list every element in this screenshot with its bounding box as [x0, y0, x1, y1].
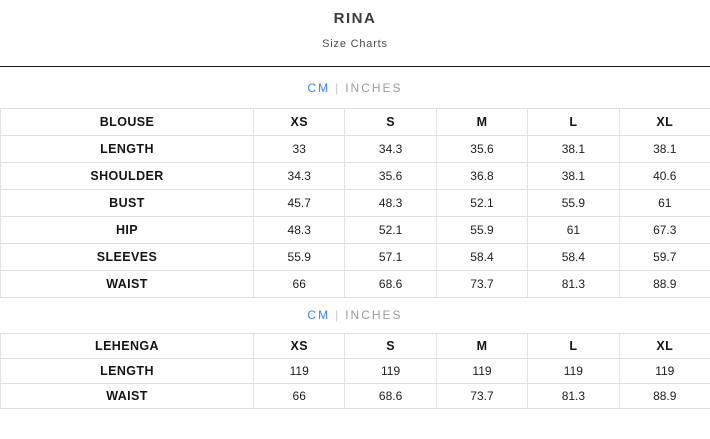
measurement-value: 45.7	[252, 189, 346, 217]
measurement-value: 38.1	[527, 162, 620, 190]
measurement-value: 35.6	[435, 135, 529, 163]
size-column-header: L	[527, 333, 620, 359]
measurement-value: 38.1	[527, 135, 620, 163]
size-column-header: S	[344, 108, 437, 136]
measurement-value: 88.9	[618, 270, 710, 298]
measurement-value: 67.3	[618, 216, 710, 244]
measurement-value: 57.1	[344, 243, 437, 271]
measurement-label: SLEEVES	[0, 243, 254, 271]
cm-toggle-link[interactable]: CM	[307, 308, 331, 322]
table-header-row: LEHENGA XS S M L XL	[0, 333, 710, 359]
page-subtitle: Size Charts	[322, 38, 388, 50]
measurement-value: 58.4	[435, 243, 529, 271]
measurement-value: 119	[618, 358, 710, 384]
measurement-value: 55.9	[252, 243, 346, 271]
blouse-size-table: BLOUSE XS S M L XL LENGTH 33 34.3 35.6 38.1 38.1 SH…	[0, 108, 710, 298]
measurement-value: 55.9	[527, 189, 620, 217]
table-header-row: BLOUSE XS S M L XL	[0, 108, 710, 136]
size-column-header: L	[527, 108, 620, 136]
table-row: SHOULDER 34.3 35.6 36.8 38.1 40.6	[0, 162, 710, 190]
measurement-value: 35.6	[344, 162, 437, 190]
table-row: LENGTH 33 34.3 35.6 38.1 38.1	[0, 135, 710, 163]
table-row: LENGTH 119 119 119 119 119	[0, 358, 710, 384]
size-column-header: XL	[618, 108, 710, 136]
measurement-value: 55.9	[435, 216, 529, 244]
measurement-label: SHOULDER	[0, 162, 254, 190]
measurement-label: HIP	[0, 216, 254, 244]
measurement-value: 59.7	[618, 243, 710, 271]
unit-toggle-blouse: CM | INCHES	[0, 81, 710, 95]
measurement-value: 52.1	[435, 189, 529, 217]
table-title-cell: LEHENGA	[0, 333, 254, 359]
measurement-value: 68.6	[344, 383, 437, 409]
unit-toggle-lehenga: CM | INCHES	[0, 308, 710, 322]
table-row: HIP 48.3 52.1 55.9 61 67.3	[0, 216, 710, 244]
measurement-value: 119	[344, 358, 437, 384]
measurement-label: WAIST	[0, 383, 254, 409]
measurement-value: 119	[435, 358, 529, 384]
table-row: WAIST 66 68.6 73.7 81.3 88.9	[0, 270, 710, 298]
size-column-header: XS	[252, 333, 346, 359]
measurement-value: 66	[252, 383, 346, 409]
size-column-header: M	[435, 108, 529, 136]
size-column-header: XL	[618, 333, 710, 359]
measurement-label: WAIST	[0, 270, 254, 298]
measurement-value: 61	[527, 216, 620, 244]
measurement-value: 34.3	[344, 135, 437, 163]
measurement-value: 34.3	[252, 162, 346, 190]
header-divider	[0, 66, 710, 67]
size-column-header: S	[344, 333, 437, 359]
measurement-value: 40.6	[618, 162, 710, 190]
measurement-value: 73.7	[435, 383, 529, 409]
measurement-label: LENGTH	[0, 358, 254, 384]
measurement-value: 61	[618, 189, 710, 217]
size-column-header: XS	[252, 108, 346, 136]
cm-toggle-link[interactable]: CM	[307, 81, 331, 95]
table-row: SLEEVES 55.9 57.1 58.4 58.4 59.7	[0, 243, 710, 271]
table-row: BUST 45.7 48.3 52.1 55.9 61	[0, 189, 710, 217]
measurement-value: 88.9	[618, 383, 710, 409]
inches-toggle-link[interactable]: INCHES	[345, 81, 403, 95]
table-row: WAIST 66 68.6 73.7 81.3 88.9	[0, 383, 710, 409]
measurement-value: 36.8	[435, 162, 529, 190]
page-title: RINA	[333, 10, 377, 27]
size-column-header: M	[435, 333, 529, 359]
measurement-value: 33	[252, 135, 346, 163]
measurement-value: 73.7	[435, 270, 529, 298]
measurement-value: 119	[527, 358, 620, 384]
measurement-value: 68.6	[344, 270, 437, 298]
measurement-value: 66	[252, 270, 346, 298]
page-header: RINA Size Charts	[0, 0, 710, 51]
inches-toggle-link[interactable]: INCHES	[345, 308, 403, 322]
lehenga-size-table: LEHENGA XS S M L XL LENGTH 119 119 119 119 119 WAIS…	[0, 333, 710, 409]
measurement-value: 52.1	[344, 216, 437, 244]
measurement-value: 38.1	[618, 135, 710, 163]
measurement-value: 81.3	[527, 270, 620, 298]
measurement-value: 58.4	[527, 243, 620, 271]
measurement-label: BUST	[0, 189, 254, 217]
table-title-cell: BLOUSE	[0, 108, 254, 136]
unit-toggle-separator: |	[335, 308, 341, 322]
measurement-value: 48.3	[252, 216, 346, 244]
measurement-value: 81.3	[527, 383, 620, 409]
measurement-value: 119	[252, 358, 346, 384]
measurement-label: LENGTH	[0, 135, 254, 163]
measurement-value: 48.3	[344, 189, 437, 217]
unit-toggle-separator: |	[335, 81, 341, 95]
